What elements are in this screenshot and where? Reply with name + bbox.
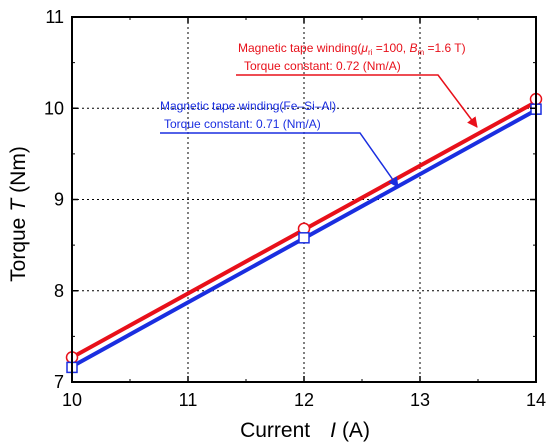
x-tick-label: 14 xyxy=(526,390,546,410)
axis-ticks: 10 11 12 13 14 7 8 9 10 11 xyxy=(44,7,546,410)
annotation-blue-line1: Magnetic tape winding(Fe–Si–Al) xyxy=(160,99,336,113)
y-tick-label: 9 xyxy=(54,190,64,210)
y-tick-label: 10 xyxy=(44,98,64,118)
annotation-red-leader xyxy=(236,74,478,128)
y-tick-label: 8 xyxy=(54,281,64,301)
y-axis-label: TorqueT(Nm) xyxy=(7,146,30,282)
x-tick-label: 12 xyxy=(294,390,314,410)
x-tick-label: 10 xyxy=(62,390,82,410)
annotation-magnetic-tape-ri: Magnetic tape winding(μri =100, Bm =1.6 … xyxy=(236,41,478,128)
x-tick-label: 13 xyxy=(410,390,430,410)
annotation-blue-leader xyxy=(160,132,399,188)
x-axis-label: Current I (A) xyxy=(240,419,370,442)
annotation-blue-line2: Torque constant: 0.71 (Nm/A) xyxy=(164,117,321,131)
annotation-red-line2: Torque constant: 0.72 (Nm/A) xyxy=(244,59,401,73)
y-tick-label: 7 xyxy=(54,372,64,392)
annotation-red-line1: Magnetic tape winding(μri =100, Bm =1.6 … xyxy=(238,41,466,57)
data-point-blue xyxy=(298,232,310,244)
grid xyxy=(72,17,536,382)
y-tick-label: 11 xyxy=(45,7,64,27)
annotation-magnetic-tape-fesial: Magnetic tape winding(Fe–Si–Al) Torque c… xyxy=(160,99,399,188)
data-series xyxy=(65,92,543,374)
x-tick-label: 11 xyxy=(179,390,198,410)
